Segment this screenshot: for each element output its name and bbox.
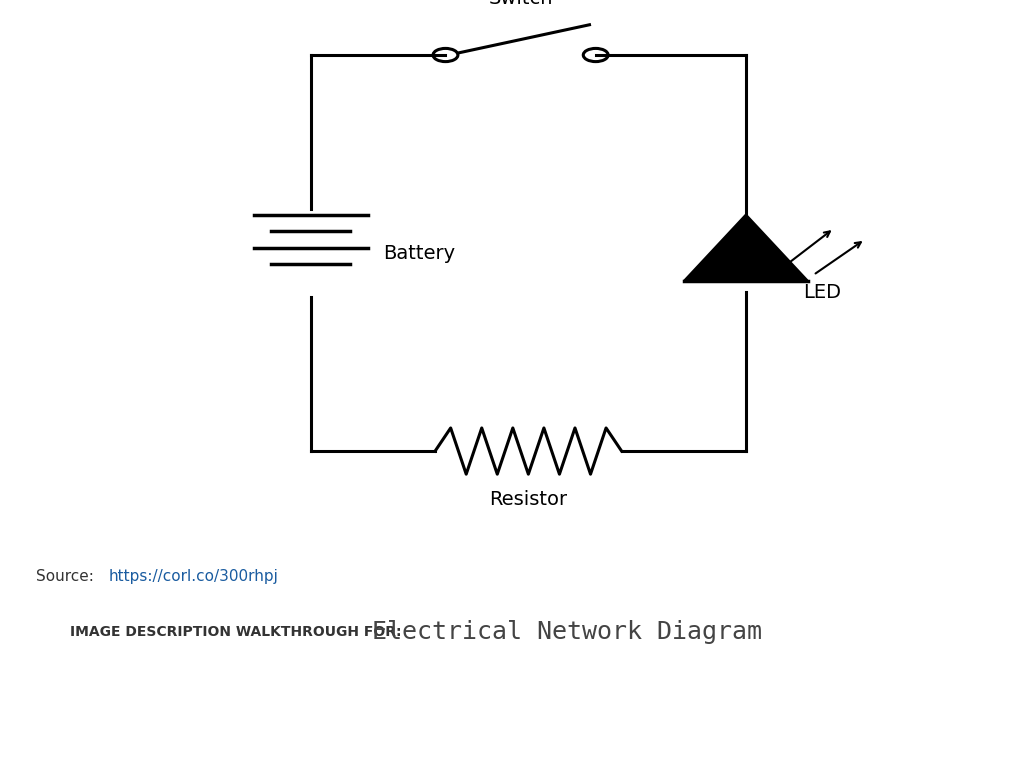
Text: https://corl.co/300rhpj: https://corl.co/300rhpj [109,569,279,584]
Text: Source:: Source: [36,569,94,584]
Text: description: description [651,711,744,729]
Text: Electrical Network Diagram: Electrical Network Diagram [372,620,761,644]
Text: Battery: Battery [383,244,456,263]
Text: Resistor: Resistor [489,490,568,509]
Text: process: process [307,711,371,729]
Text: IMAGE DESCRIPTION WALKTHROUGH FOR:: IMAGE DESCRIPTION WALKTHROUGH FOR: [70,625,402,639]
Polygon shape [685,215,808,280]
Text: keywords: keywords [837,711,916,729]
Text: Switch: Switch [488,0,553,8]
Text: LED: LED [803,283,841,303]
Text: example: example [482,711,554,729]
Text: guidance: guidance [121,711,198,729]
